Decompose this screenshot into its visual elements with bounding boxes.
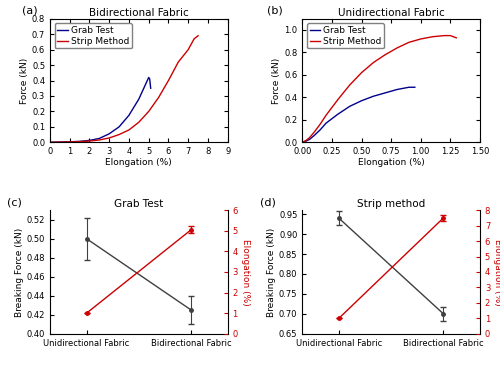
Grab Test xyxy=(146,77,152,81)
Grab Test xyxy=(47,140,53,144)
Y-axis label: Elongation (%): Elongation (%) xyxy=(493,238,500,305)
Strip Method xyxy=(106,136,112,140)
Strip Method xyxy=(86,139,92,143)
Grab Test xyxy=(382,91,388,95)
Strip Method xyxy=(166,78,172,83)
Strip Method xyxy=(418,37,424,41)
Text: (d): (d) xyxy=(260,197,276,207)
Strip Method xyxy=(358,70,364,75)
Y-axis label: Breaking Force (kN): Breaking Force (kN) xyxy=(15,227,24,316)
Grab Test xyxy=(66,140,72,144)
Strip Method xyxy=(195,33,201,38)
Strip Method xyxy=(57,140,63,144)
Title: Grab Test: Grab Test xyxy=(114,200,164,210)
Text: (b): (b) xyxy=(267,6,282,16)
Strip Method xyxy=(442,33,448,38)
Title: Strip method: Strip method xyxy=(357,200,426,210)
Grab Test xyxy=(346,104,352,109)
Strip Method xyxy=(136,120,142,124)
Grab Test xyxy=(136,97,142,101)
Legend: Grab Test, Strip Method: Grab Test, Strip Method xyxy=(54,23,132,48)
Grab Test xyxy=(406,85,412,90)
Grab Test xyxy=(86,138,92,142)
Grab Test xyxy=(311,133,317,138)
X-axis label: Elongation (%): Elongation (%) xyxy=(358,158,424,166)
Line: Strip Method: Strip Method xyxy=(302,36,456,142)
Grab Test xyxy=(317,128,323,132)
Line: Grab Test: Grab Test xyxy=(50,77,150,142)
Title: Unidirectional Fabric: Unidirectional Fabric xyxy=(338,8,444,18)
Grab Test xyxy=(76,139,82,144)
Text: (c): (c) xyxy=(8,197,22,207)
Grab Test xyxy=(358,99,364,103)
Strip Method xyxy=(176,60,182,64)
Grab Test xyxy=(59,140,65,144)
Grab Test xyxy=(412,85,418,90)
Strip Method xyxy=(382,53,388,57)
Text: (a): (a) xyxy=(22,6,37,16)
Grab Test xyxy=(106,132,112,136)
Strip Method xyxy=(191,37,197,41)
Strip Method xyxy=(116,132,122,137)
Line: Strip Method: Strip Method xyxy=(50,36,198,142)
Strip Method xyxy=(306,135,312,140)
Grab Test xyxy=(306,137,312,142)
Grab Test xyxy=(335,112,341,117)
Strip Method xyxy=(335,98,341,102)
Strip Method xyxy=(430,34,436,39)
Strip Method xyxy=(394,46,400,50)
Strip Method xyxy=(300,140,306,144)
Strip Method xyxy=(323,113,329,118)
Grab Test xyxy=(323,121,329,126)
Strip Method xyxy=(146,109,152,114)
Y-axis label: Force (kN): Force (kN) xyxy=(272,57,281,104)
Strip Method xyxy=(156,95,162,100)
Line: Grab Test: Grab Test xyxy=(302,87,415,142)
Strip Method xyxy=(126,128,132,132)
Y-axis label: Elongation (%): Elongation (%) xyxy=(240,238,250,305)
Grab Test xyxy=(126,113,132,117)
Strip Method xyxy=(406,40,412,45)
Y-axis label: Breaking Force (kN): Breaking Force (kN) xyxy=(267,227,276,316)
Strip Method xyxy=(303,138,309,143)
Strip Method xyxy=(448,33,454,38)
Strip Method xyxy=(346,83,352,87)
Strip Method xyxy=(76,140,82,144)
Strip Method xyxy=(317,122,323,126)
X-axis label: Elongation (%): Elongation (%) xyxy=(106,158,172,166)
Grab Test xyxy=(53,140,59,144)
Strip Method xyxy=(185,47,191,52)
Grab Test xyxy=(96,136,102,141)
Strip Method xyxy=(311,130,317,134)
Grab Test xyxy=(148,86,154,90)
Strip Method xyxy=(47,140,53,144)
Grab Test xyxy=(370,94,376,99)
Grab Test xyxy=(303,139,309,143)
Strip Method xyxy=(66,140,72,144)
Grab Test xyxy=(394,87,400,92)
Strip Method xyxy=(454,36,460,40)
Grab Test xyxy=(116,124,122,129)
Legend: Grab Test, Strip Method: Grab Test, Strip Method xyxy=(307,23,384,48)
Strip Method xyxy=(370,60,376,65)
Title: Bidirectional Fabric: Bidirectional Fabric xyxy=(89,8,188,18)
Strip Method xyxy=(96,138,102,142)
Grab Test xyxy=(300,140,306,144)
Y-axis label: Force (kN): Force (kN) xyxy=(20,57,29,104)
Grab Test xyxy=(146,75,152,80)
